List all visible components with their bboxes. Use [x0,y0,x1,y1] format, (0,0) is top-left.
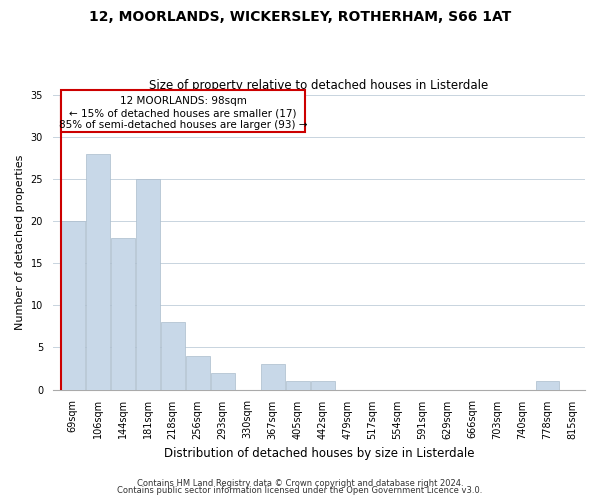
Bar [211,372,235,390]
X-axis label: Distribution of detached houses by size in Listerdale: Distribution of detached houses by size … [164,447,474,460]
Bar [61,221,85,390]
Bar [136,179,160,390]
Text: ← 15% of detached houses are smaller (17): ← 15% of detached houses are smaller (17… [69,108,297,118]
Y-axis label: Number of detached properties: Number of detached properties [15,154,25,330]
Title: Size of property relative to detached houses in Listerdale: Size of property relative to detached ho… [149,79,488,92]
Bar [261,364,284,390]
Text: 85% of semi-detached houses are larger (93) →: 85% of semi-detached houses are larger (… [59,120,307,130]
Bar [536,381,559,390]
FancyBboxPatch shape [61,90,305,132]
Text: 12 MOORLANDS: 98sqm: 12 MOORLANDS: 98sqm [119,96,247,106]
Text: Contains HM Land Registry data © Crown copyright and database right 2024.: Contains HM Land Registry data © Crown c… [137,478,463,488]
Bar [286,381,310,390]
Text: Contains public sector information licensed under the Open Government Licence v3: Contains public sector information licen… [118,486,482,495]
Bar [161,322,185,390]
Bar [186,356,209,390]
Bar [86,154,110,390]
Bar [311,381,335,390]
Text: 12, MOORLANDS, WICKERSLEY, ROTHERHAM, S66 1AT: 12, MOORLANDS, WICKERSLEY, ROTHERHAM, S6… [89,10,511,24]
Bar [111,238,134,390]
